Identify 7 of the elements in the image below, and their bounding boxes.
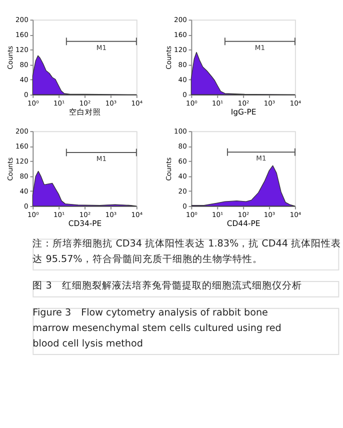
caption: 图 3 红细胞裂解液法培养兔骨髓提取的细胞流式细胞仪分析 xyxy=(32,280,302,292)
x-axis-title: CD34-PE xyxy=(68,218,102,228)
x-axis-title: CD44-PE xyxy=(226,218,260,228)
x-axis-title: IgG-PE xyxy=(230,107,256,116)
x-axis-title: 空白对照 xyxy=(69,107,102,116)
text: 注：所培养细胞抗 CD34 抗体阳性表达 1.83%，抗 CD44 抗体阳性表达 95.57%，符合骨髓间充质干细胞的生物学特性。 xyxy=(32,237,341,265)
caption: Figure 3 Flow cytometry analysis of rabbit bone marrow mesenchymal stem cells cultured using red blood cell lysis method xyxy=(32,308,282,350)
